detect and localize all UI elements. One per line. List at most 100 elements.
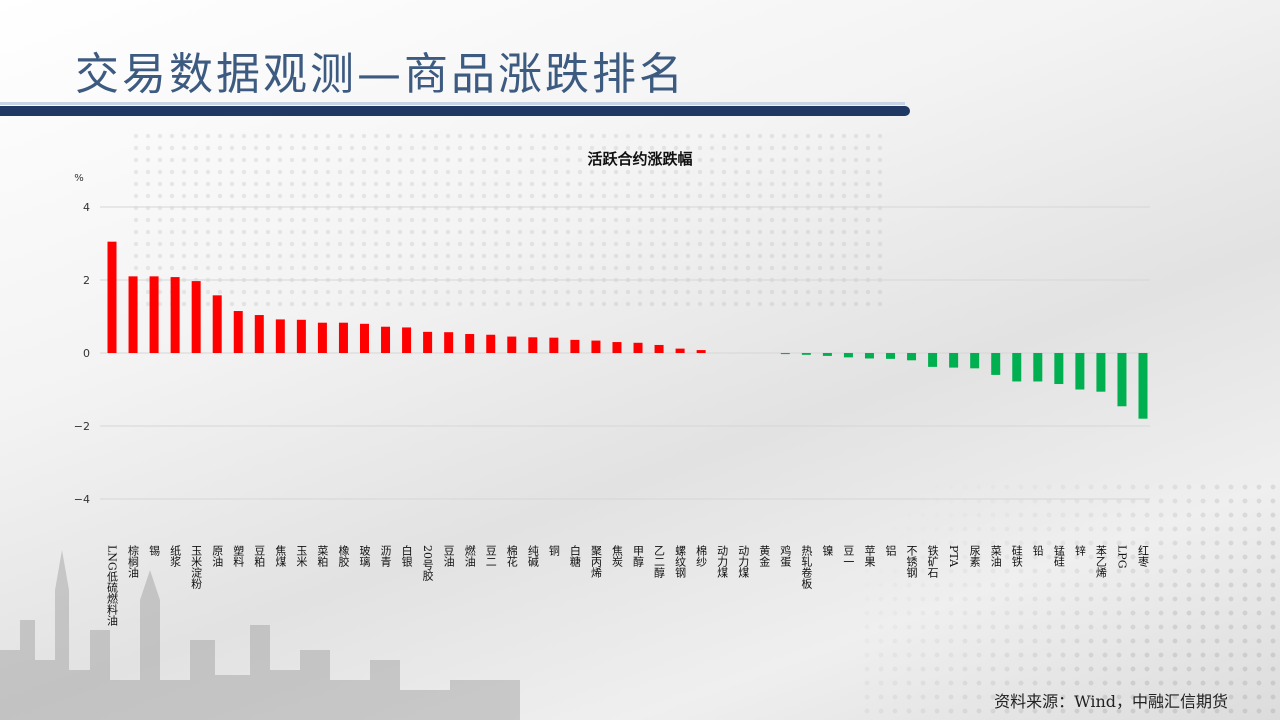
bar bbox=[1075, 353, 1085, 390]
x-category-label: 甲醇 bbox=[632, 545, 645, 567]
x-category-label: 白糖 bbox=[568, 544, 581, 568]
x-category-label: 不锈钢 bbox=[905, 545, 918, 578]
x-category-label: 尿素 bbox=[968, 545, 981, 567]
x-category-label: 玻璃 bbox=[358, 545, 371, 568]
x-category-label: 纸浆 bbox=[169, 545, 182, 567]
x-category-label: 动力煤 bbox=[716, 545, 729, 579]
source-note: 资料来源：Wind，中融汇信期货 bbox=[994, 692, 1228, 711]
bar bbox=[612, 342, 622, 353]
x-category-label: 锰硅 bbox=[1052, 544, 1065, 567]
bar bbox=[907, 353, 917, 361]
x-category-label: LPG bbox=[1115, 545, 1128, 569]
x-category-label: 菜油 bbox=[989, 545, 1002, 567]
bar bbox=[991, 353, 1001, 375]
x-category-label: 20号胶 bbox=[421, 545, 434, 582]
x-category-label: 铜 bbox=[547, 544, 560, 557]
header: 交易数据观测—商品涨跌排名 bbox=[0, 0, 1280, 118]
bar bbox=[254, 315, 264, 353]
bar bbox=[864, 353, 874, 359]
bar bbox=[654, 344, 664, 353]
bar bbox=[1033, 353, 1043, 382]
bar bbox=[444, 332, 454, 353]
bar bbox=[633, 342, 643, 353]
x-category-label: LNG低硫燃料油 bbox=[106, 545, 119, 626]
x-category-label: 黄金 bbox=[758, 544, 771, 567]
bar bbox=[928, 353, 938, 367]
bar bbox=[528, 337, 538, 353]
bar bbox=[465, 334, 475, 353]
bar bbox=[1012, 353, 1022, 382]
bar bbox=[949, 353, 959, 368]
bar bbox=[381, 326, 391, 353]
x-category-label: 玉米 bbox=[295, 545, 308, 568]
bar bbox=[549, 337, 559, 353]
dot-pattern-background bbox=[860, 480, 1280, 720]
x-category-label: 苯乙烯 bbox=[1094, 544, 1107, 579]
x-category-label: 纯碱 bbox=[526, 545, 539, 568]
x-category-label: 棉花 bbox=[505, 544, 518, 567]
x-category-label: 菜粕 bbox=[316, 545, 329, 567]
title-underline bbox=[0, 106, 910, 116]
x-category-label: 螺纹钢 bbox=[674, 545, 687, 578]
x-category-label: 热轧卷板 bbox=[800, 545, 813, 590]
bar bbox=[570, 339, 580, 353]
bar bbox=[591, 340, 601, 353]
bar bbox=[1138, 353, 1148, 419]
x-category-label: 原油 bbox=[211, 545, 224, 567]
bar bbox=[1117, 353, 1127, 407]
x-category-label: 白银 bbox=[400, 544, 413, 568]
x-category-label: 沥青 bbox=[379, 545, 392, 568]
y-tick-label: 4 bbox=[83, 201, 90, 214]
x-category-label: 锌 bbox=[1073, 544, 1086, 556]
bar bbox=[212, 295, 222, 353]
x-category-label: 豆二 bbox=[484, 545, 497, 567]
x-category-label: 燃油 bbox=[463, 544, 476, 567]
x-category-label: 橡胶 bbox=[337, 545, 350, 568]
bar bbox=[233, 311, 243, 353]
x-category-label: 塑料 bbox=[232, 544, 245, 568]
x-category-label: 豆油 bbox=[442, 545, 455, 567]
bar bbox=[338, 322, 348, 353]
chart-title: 活跃合约涨跌幅 bbox=[587, 150, 693, 168]
bar bbox=[486, 334, 496, 353]
x-category-label: 锡 bbox=[148, 544, 161, 557]
bar bbox=[149, 276, 159, 353]
bar bbox=[822, 353, 832, 356]
city-skyline-background bbox=[0, 550, 520, 720]
x-category-label: 焦炭 bbox=[610, 545, 623, 568]
bar bbox=[317, 322, 327, 353]
y-axis-unit: % bbox=[74, 173, 84, 184]
bar bbox=[970, 353, 980, 369]
y-tick-label: 0 bbox=[83, 347, 90, 360]
x-category-label: 棕榈油 bbox=[127, 544, 140, 578]
bar bbox=[107, 241, 117, 353]
x-category-label: 豆粕 bbox=[253, 545, 266, 567]
bar bbox=[507, 336, 517, 353]
bar bbox=[886, 353, 896, 359]
x-category-label: 动力煤 bbox=[737, 545, 750, 579]
bar bbox=[780, 353, 790, 355]
bar bbox=[843, 353, 853, 358]
x-category-label: 乙二醇 bbox=[653, 545, 666, 578]
bar bbox=[275, 319, 285, 353]
bar bbox=[696, 350, 706, 353]
x-category-label: 鸡蛋 bbox=[779, 544, 792, 568]
y-tick-label: 2 bbox=[83, 274, 90, 287]
bar bbox=[423, 331, 433, 353]
bar bbox=[1054, 353, 1064, 385]
bar bbox=[359, 323, 369, 353]
x-category-label: PTA bbox=[947, 545, 960, 568]
x-category-label: 焦煤 bbox=[274, 545, 287, 568]
y-tick-label: −4 bbox=[74, 493, 90, 506]
bar bbox=[191, 281, 201, 353]
bar bbox=[1096, 353, 1106, 392]
x-category-label: 苹果 bbox=[863, 544, 876, 568]
x-category-label: 玉米淀粉 bbox=[190, 545, 203, 589]
page-title: 交易数据观测—商品涨跌排名 bbox=[75, 49, 686, 100]
x-category-label: 铁矿石 bbox=[926, 545, 939, 578]
x-category-label: 豆一 bbox=[842, 545, 855, 567]
title-underline-light bbox=[0, 102, 905, 105]
x-category-label: 铅 bbox=[1031, 544, 1044, 556]
bar bbox=[675, 348, 685, 353]
